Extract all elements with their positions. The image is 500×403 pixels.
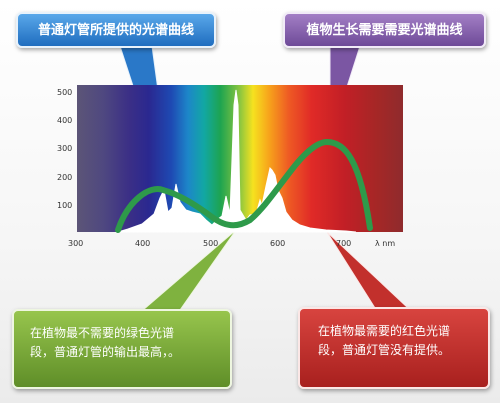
y-tick: 300 [57,144,72,153]
y-tick: 200 [57,173,72,182]
callout-red-band: 在植物最需要的红色光谱 段，普通灯管没有提供。 [298,307,490,389]
x-tick: 600 [270,239,285,248]
callout-red-band-line-2: 段，普通灯管没有提供。 [318,343,451,357]
callout-green-band-line-2: 段，普通灯管的输出最高，。 [30,345,181,359]
x-tick: 400 [135,239,150,248]
x-tick: 300 [68,239,83,248]
callout-lamp-spectrum-text: 普通灯管所提供的光谱曲线 [37,22,194,38]
callout-lamp-spectrum: 普通灯管所提供的光谱曲线 [16,12,216,48]
callout-green-band: 在植物最不需要的绿色光谱 段，普通灯管的输出最高，。 [12,309,232,389]
callout-red-band-line-1: 在植物最需要的红色光谱 [318,324,451,338]
x-unit-label: λ nm [375,239,395,248]
x-tick: 500 [203,239,218,248]
pointer-bottom-left [141,229,237,311]
callout-plant-spectrum: 植物生长需要需要光谱曲线 [283,12,486,48]
y-axis: 500 400 300 200 100 [57,88,72,210]
y-tick: 500 [57,88,72,97]
x-axis: 300 400 500 600 700 λ nm [68,239,395,248]
y-tick: 100 [57,201,72,210]
callout-green-band-line-1: 在植物最不需要的绿色光谱 [30,326,175,340]
callout-plant-spectrum-text: 植物生长需要需要光谱曲线 [306,22,463,38]
plant-need-curve [115,138,373,233]
x-tick: 700 [336,239,351,248]
y-tick: 400 [57,116,72,125]
